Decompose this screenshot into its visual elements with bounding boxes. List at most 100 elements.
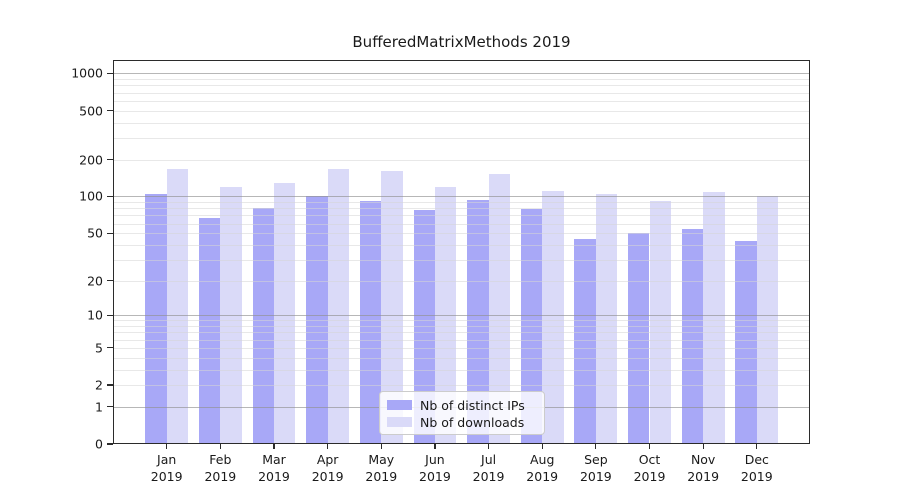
month-name: Oct: [638, 452, 661, 467]
bar-downloads: [756, 195, 779, 444]
gridline-minor: [113, 85, 810, 87]
bar-downloads: [273, 182, 296, 444]
bar-downloads: [381, 171, 403, 444]
y-axis-tick-label: 5: [95, 340, 103, 356]
y-axis-tick: [107, 195, 113, 198]
x-axis-month-label: Mar 2019: [244, 451, 304, 485]
gridline-minor: [113, 100, 810, 102]
month-year: 2019: [204, 469, 237, 484]
y-axis-tick-label: 10: [87, 307, 103, 323]
bar-distinct-ips: [145, 193, 167, 444]
gridline-major: [113, 196, 810, 198]
gridline-minor: [113, 385, 810, 387]
bar-downloads: [595, 194, 618, 444]
y-axis-tick-label: 200: [79, 152, 103, 168]
month-year: 2019: [311, 469, 344, 484]
gridline-minor: [113, 92, 810, 94]
x-axis-tick: [166, 444, 168, 449]
gridline-minor: [113, 326, 810, 328]
bar-downloads: [327, 168, 350, 444]
gridline-minor: [113, 79, 810, 81]
y-axis-tick-label: 2: [95, 377, 103, 393]
y-axis-tick-label: 0: [95, 436, 103, 452]
gridline-minor: [113, 259, 810, 261]
month-name: Apr: [316, 452, 339, 467]
bar-distinct-ips: [735, 241, 757, 444]
x-axis-month-label: Oct 2019: [620, 451, 680, 485]
legend-swatch-distinct-ips: [387, 400, 412, 410]
x-axis-month-label: Aug 2019: [512, 451, 572, 485]
y-axis-tick-label: 50: [87, 225, 103, 241]
y-axis-tick: [107, 347, 113, 349]
x-axis-month-label: Sep 2019: [566, 451, 626, 485]
x-axis-tick: [702, 444, 704, 449]
gridline-minor: [113, 233, 810, 235]
month-year: 2019: [633, 469, 666, 484]
bar-distinct-ips: [681, 229, 704, 444]
gridline-minor: [113, 347, 810, 349]
x-axis-tick: [380, 444, 382, 449]
y-axis-tick: [107, 72, 113, 75]
month-year: 2019: [365, 469, 398, 484]
month-name: Jan: [157, 452, 177, 467]
month-name: Jun: [425, 452, 445, 467]
bar-downloads: [649, 200, 671, 444]
month-year: 2019: [150, 469, 183, 484]
legend-label-distinct-ips: Nb of distinct IPs: [420, 397, 525, 413]
y-axis-tick-label: 500: [79, 103, 103, 119]
month-name: Sep: [584, 452, 608, 467]
month-year: 2019: [258, 469, 290, 484]
month-year: 2019: [687, 469, 720, 484]
x-axis-tick: [434, 444, 436, 449]
x-axis-month-label: Jun 2019: [405, 451, 465, 485]
legend: Nb of distinct IPs Nb of downloads: [379, 391, 545, 435]
gridline-minor: [113, 244, 810, 246]
bar-distinct-ips: [628, 233, 650, 444]
bar-downloads: [703, 191, 725, 444]
month-year: 2019: [419, 469, 451, 484]
x-axis-tick: [595, 444, 597, 449]
y-axis-tick: [107, 314, 113, 316]
bar-downloads: [488, 173, 510, 444]
bar-distinct-ips: [359, 201, 382, 444]
legend-swatch-downloads: [387, 417, 412, 427]
gridline-minor: [113, 202, 810, 204]
bar-downloads: [542, 190, 564, 444]
x-axis-month-label: Apr 2019: [298, 451, 358, 485]
gridline-minor: [113, 215, 810, 217]
gridline-minor: [113, 159, 810, 161]
x-axis-month-label: May 2019: [351, 451, 411, 485]
gridline-minor: [113, 332, 810, 334]
gridline-minor: [113, 223, 810, 225]
x-axis-tick: [273, 444, 275, 449]
y-axis-tick-label: 1: [95, 399, 103, 415]
month-year: 2019: [579, 469, 612, 484]
gridline-major: [113, 315, 810, 317]
legend-item-distinct-ips: Nb of distinct IPs: [387, 397, 536, 413]
month-year: 2019: [740, 469, 773, 484]
y-axis-tick: [107, 158, 113, 161]
y-axis-tick-label: 20: [87, 273, 103, 289]
y-axis-tick-label: 100: [79, 188, 103, 204]
x-axis-tick: [327, 444, 329, 449]
x-axis-month-label: Dec 2019: [727, 451, 787, 485]
month-year: 2019: [526, 469, 559, 484]
y-axis-tick: [107, 232, 113, 234]
x-axis-tick: [541, 444, 543, 449]
chart-title: BufferedMatrixMethods 2019: [352, 33, 571, 51]
y-axis-tick: [107, 384, 113, 386]
x-axis-month-label: Feb 2019: [190, 451, 250, 485]
month-name: Aug: [529, 452, 555, 467]
gridline-minor: [113, 369, 810, 371]
month-name: Mar: [262, 452, 286, 467]
gridline-minor: [113, 122, 810, 124]
x-axis-tick: [219, 444, 221, 449]
gridline-minor: [113, 137, 810, 139]
gridline-minor: [113, 208, 810, 210]
x-axis-month-label: Jan 2019: [137, 451, 197, 485]
y-axis-tick: [107, 406, 113, 408]
y-axis-tick: [107, 109, 113, 112]
bar-distinct-ips: [467, 199, 489, 444]
month-name: Nov: [690, 452, 716, 467]
